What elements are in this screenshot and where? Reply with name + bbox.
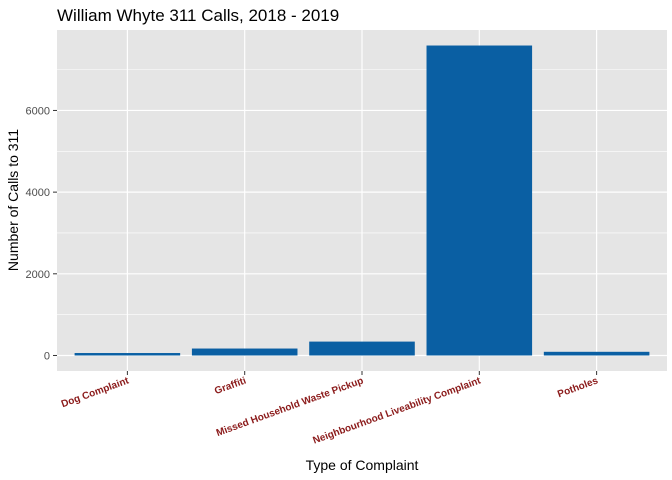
bar — [309, 341, 415, 356]
y-axis: 0 2000 4000 6000 — [26, 105, 57, 362]
bar — [543, 351, 650, 356]
major-gridlines — [57, 30, 667, 371]
y-tick-label: 2000 — [26, 269, 50, 281]
x-tick-label: Graffiti — [213, 375, 248, 397]
chart-title: William Whyte 311 Calls, 2018 - 2019 — [57, 6, 339, 25]
x-tick-label: Dog Complaint — [60, 375, 131, 410]
x-tick-label: Potholes — [556, 375, 600, 400]
bar — [426, 45, 533, 356]
bar — [191, 348, 298, 356]
y-tick-label: 0 — [44, 350, 50, 362]
y-tick-label: 6000 — [26, 105, 50, 117]
x-axis-title: Type of Complaint — [306, 457, 419, 473]
bar — [74, 353, 181, 356]
y-tick-label: 4000 — [26, 187, 50, 199]
bars — [74, 45, 650, 356]
y-axis-title: Number of Calls to 311 — [5, 129, 21, 271]
